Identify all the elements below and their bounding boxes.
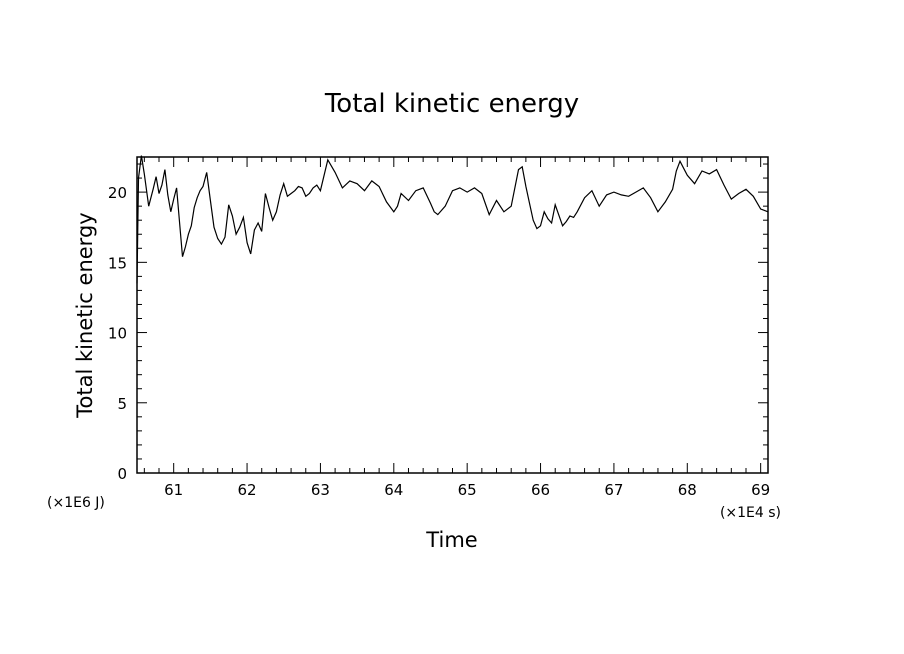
x-tick-label: 64	[384, 481, 403, 499]
x-tick-label: 66	[531, 481, 550, 499]
plot-frame	[136, 156, 769, 474]
y-axis-label: Total kinetic energy	[73, 212, 97, 418]
y-tick-label: 0	[117, 465, 127, 483]
y-unit-label: (×1E6 J)	[47, 495, 105, 511]
x-tick-label: 61	[164, 481, 183, 499]
x-tick-label: 63	[311, 481, 330, 499]
x-tick-label: 62	[238, 481, 257, 499]
x-tick-label: 68	[678, 481, 697, 499]
x-unit-label: (×1E4 s)	[720, 505, 781, 521]
series-line	[136, 155, 769, 284]
chart-title: Total kinetic energy	[324, 89, 579, 119]
y-tick-label: 15	[108, 254, 127, 272]
x-tick-label: 69	[751, 481, 770, 499]
x-tick-label: 67	[604, 481, 623, 499]
x-tick-label: 65	[458, 481, 477, 499]
y-tick-label: 10	[108, 325, 127, 343]
x-axis-label: Time	[425, 528, 477, 552]
y-tick-label: 5	[117, 395, 127, 413]
axis-ticks	[137, 157, 768, 474]
y-tick-label: 20	[108, 184, 127, 202]
axis-tick-labels: 61 62 63 64 65 66 67 68 69 0 5 10 15 20	[108, 184, 770, 499]
